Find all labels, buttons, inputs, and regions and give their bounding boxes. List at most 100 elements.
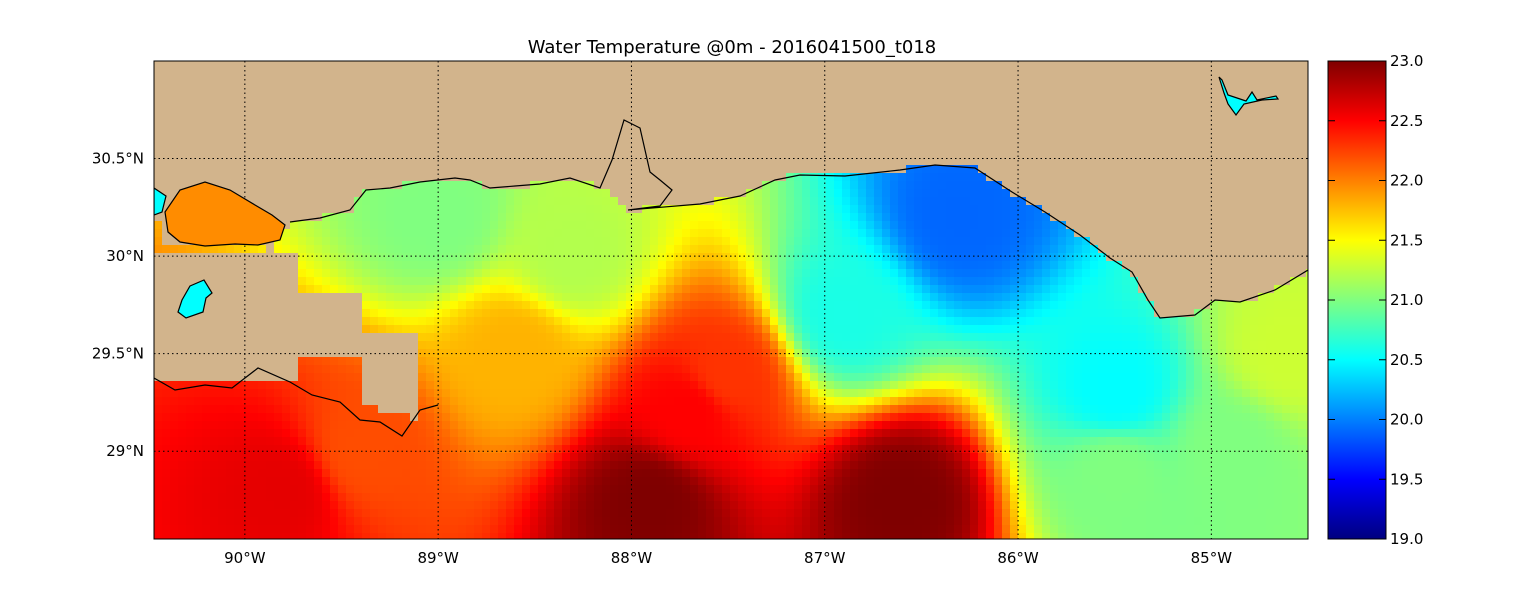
heatmap-cell [610, 333, 618, 341]
heatmap-cell [1122, 309, 1130, 317]
heatmap-cell [306, 397, 314, 405]
heatmap-cell [202, 429, 210, 437]
heatmap-cell [1146, 453, 1154, 461]
heatmap-cell [586, 205, 594, 213]
heatmap-cell [594, 421, 602, 429]
heatmap-cell [994, 445, 1002, 453]
heatmap-cell [498, 269, 506, 277]
heatmap-cell [626, 285, 634, 293]
heatmap-cell [898, 197, 906, 205]
heatmap-cell [386, 269, 394, 277]
heatmap-cell [906, 533, 914, 539]
heatmap-cell [626, 477, 634, 485]
heatmap-cell [986, 349, 994, 357]
heatmap-cell [786, 501, 794, 509]
heatmap-cell [1018, 517, 1026, 525]
heatmap-cell [330, 373, 338, 381]
heatmap-cell [706, 477, 714, 485]
heatmap-cell [826, 477, 834, 485]
heatmap-cell [562, 533, 570, 539]
heatmap-cell [298, 501, 306, 509]
heatmap-cell [754, 381, 762, 389]
heatmap-cell [986, 205, 994, 213]
heatmap-cell [810, 397, 818, 405]
heatmap-cell [1162, 493, 1170, 501]
heatmap-cell [650, 413, 658, 421]
heatmap-cell [794, 237, 802, 245]
heatmap-cell [466, 477, 474, 485]
heatmap-cell [186, 509, 194, 517]
heatmap-cell [922, 469, 930, 477]
heatmap-cell [890, 237, 898, 245]
heatmap-cell [154, 245, 162, 253]
heatmap-cell [914, 277, 922, 285]
heatmap-cell [730, 293, 738, 301]
heatmap-cell [426, 237, 434, 245]
heatmap-cell [826, 261, 834, 269]
heatmap-cell [394, 509, 402, 517]
heatmap-cell [1082, 469, 1090, 477]
heatmap-cell [554, 349, 562, 357]
heatmap-cell [1082, 445, 1090, 453]
heatmap-cell [682, 469, 690, 477]
heatmap-cell [298, 469, 306, 477]
heatmap-cell [706, 413, 714, 421]
heatmap-cell [474, 261, 482, 269]
heatmap-cell [706, 229, 714, 237]
heatmap-cell [298, 485, 306, 493]
heatmap-cell [986, 285, 994, 293]
heatmap-cell [1026, 437, 1034, 445]
heatmap-cell [650, 357, 658, 365]
heatmap-cell [778, 245, 786, 253]
heatmap-cell [722, 325, 730, 333]
heatmap-cell [714, 421, 722, 429]
heatmap-cell [978, 333, 986, 341]
heatmap-cell [1002, 517, 1010, 525]
heatmap-cell [810, 517, 818, 525]
heatmap-cell [890, 173, 898, 181]
heatmap-cell [946, 453, 954, 461]
heatmap-cell [306, 413, 314, 421]
heatmap-cell [482, 533, 490, 539]
heatmap-cell [642, 485, 650, 493]
heatmap-cell [498, 261, 506, 269]
heatmap-cell [914, 389, 922, 397]
heatmap-cell [1058, 533, 1066, 539]
heatmap-cell [666, 205, 674, 213]
heatmap-cell [658, 285, 666, 293]
heatmap-cell [1122, 325, 1130, 333]
heatmap-cell [906, 349, 914, 357]
heatmap-cell [362, 533, 370, 539]
heatmap-cell [866, 453, 874, 461]
heatmap-cell [938, 405, 946, 413]
heatmap-cell [554, 245, 562, 253]
heatmap-cell [370, 261, 378, 269]
heatmap-cell [946, 389, 954, 397]
heatmap-cell [234, 501, 242, 509]
heatmap-cell [874, 197, 882, 205]
heatmap-cell [730, 381, 738, 389]
heatmap-cell [1066, 461, 1074, 469]
heatmap-cell [226, 477, 234, 485]
heatmap-cell [898, 397, 906, 405]
heatmap-cell [570, 469, 578, 477]
heatmap-cell [266, 493, 274, 501]
heatmap-cell [346, 261, 354, 269]
heatmap-cell [330, 517, 338, 525]
heatmap-cell [450, 197, 458, 205]
heatmap-cell [714, 357, 722, 365]
heatmap-cell [730, 501, 738, 509]
heatmap-cell [642, 325, 650, 333]
heatmap-cell [514, 277, 522, 285]
heatmap-cell [682, 237, 690, 245]
heatmap-cell [866, 389, 874, 397]
heatmap-cell [938, 357, 946, 365]
heatmap-cell [386, 245, 394, 253]
heatmap-cell [658, 405, 666, 413]
heatmap-cell [1114, 341, 1122, 349]
heatmap-cell [818, 389, 826, 397]
heatmap-cell [506, 525, 514, 533]
heatmap-cell [290, 437, 298, 445]
heatmap-cell [786, 357, 794, 365]
heatmap-cell [746, 253, 754, 261]
